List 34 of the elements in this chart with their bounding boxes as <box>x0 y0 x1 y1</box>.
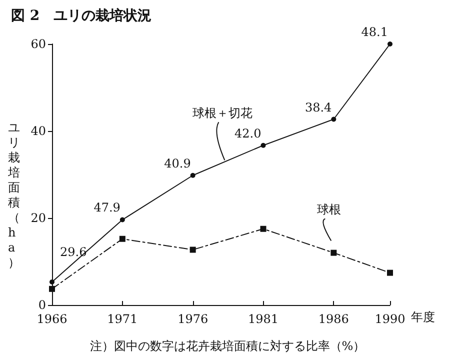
annotation: 38.4 <box>304 100 332 114</box>
point <box>387 270 393 276</box>
y-tick-label: 20 <box>30 211 46 225</box>
x-axis-title: 年度 <box>411 310 436 324</box>
annotation: 47.9 <box>94 200 120 215</box>
x-tick-label: 1990 <box>374 312 406 326</box>
y-tick-label: 0 <box>38 298 46 312</box>
y-tick-label: 60 <box>30 37 46 51</box>
x-tick-label: 1986 <box>318 312 349 326</box>
point <box>50 279 54 284</box>
point <box>119 236 126 242</box>
point <box>49 286 55 292</box>
annotation: 40.9 <box>164 156 191 170</box>
x-tick-label: 1966 <box>36 312 68 326</box>
x-tick-label: 1981 <box>248 312 279 326</box>
text: 注）図中の数字は花卉栽培面積に対する比率（%） <box>90 339 366 353</box>
text: 球根 <box>317 202 342 217</box>
point <box>388 42 392 46</box>
annotation: 29.6 <box>60 244 87 259</box>
y-tick-label: 40 <box>30 124 46 138</box>
point <box>190 172 196 178</box>
x-tick-label: 1971 <box>107 312 138 326</box>
point <box>260 142 266 148</box>
point <box>260 226 266 232</box>
text: 球根＋切花 <box>192 106 253 120</box>
point <box>330 250 337 256</box>
point <box>120 217 125 222</box>
annotation: 42.0 <box>234 126 262 140</box>
x-tick-label: 1976 <box>178 312 208 326</box>
text: ユリ栽培面積（ha） <box>8 120 20 270</box>
point <box>331 116 336 122</box>
point <box>190 246 196 253</box>
annotation: 48.1 <box>361 25 388 39</box>
chart-title: 図 2 ユリの栽培状況 <box>11 7 152 24</box>
